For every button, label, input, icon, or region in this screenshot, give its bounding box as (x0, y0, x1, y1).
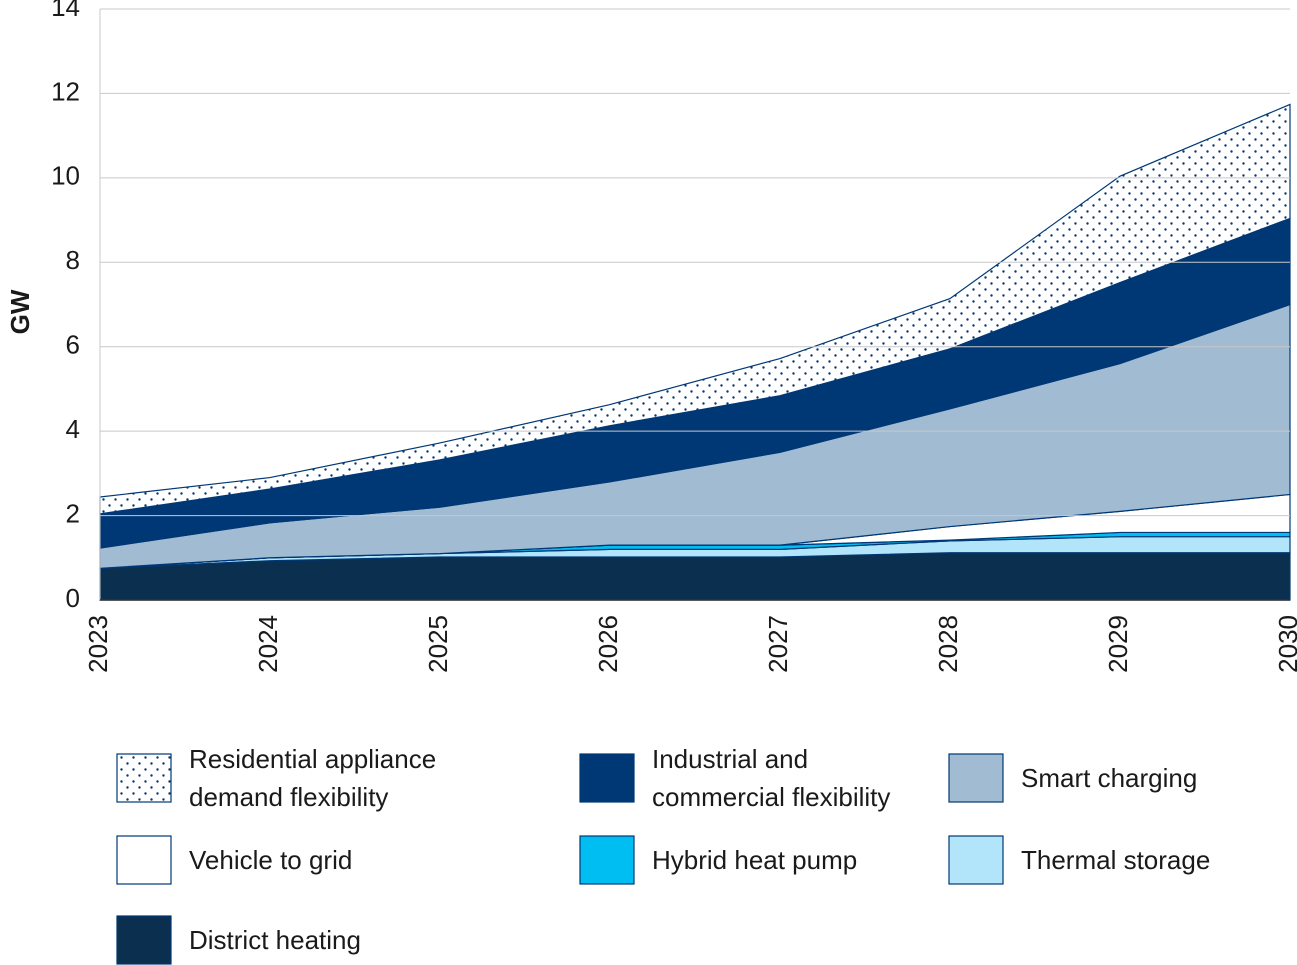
y-tick-label: 12 (51, 76, 80, 106)
legend-swatch (116, 753, 172, 803)
legend-label: Smart charging (1021, 763, 1198, 793)
x-tick-label: 2026 (593, 615, 623, 673)
y-axis-label: GW (5, 289, 35, 334)
legend-label: Residential appliance demand flexibility (189, 744, 437, 812)
y-tick-label: 10 (51, 161, 80, 191)
legend-swatch (116, 835, 172, 885)
x-tick-label: 2025 (423, 615, 453, 673)
x-tick-label: 2027 (763, 615, 793, 673)
legend-label: Hybrid heat pump (652, 845, 858, 875)
area (99, 103, 1291, 515)
x-tick-label: 2028 (933, 615, 963, 673)
legend-label: Industrial and commercial flexibility (652, 744, 891, 812)
legend-swatch (948, 753, 1004, 803)
y-tick-label: 4 (66, 414, 80, 444)
legend-swatch (579, 835, 635, 885)
legend-swatch (948, 835, 1004, 885)
x-tick-label: 2024 (253, 615, 283, 673)
legend-label: Thermal storage (1021, 845, 1211, 875)
y-tick-label: 0 (66, 583, 80, 613)
legend-swatch (579, 753, 635, 803)
y-tick-label: 14 (51, 0, 80, 22)
legend-swatch (116, 915, 172, 965)
x-tick-label: 2023 (83, 615, 113, 673)
legend-label: District heating (189, 925, 361, 955)
y-tick-label: 2 (66, 498, 80, 528)
y-tick-label: 8 (66, 245, 80, 275)
x-tick-label: 2030 (1273, 615, 1297, 673)
y-tick-label: 6 (66, 330, 80, 360)
x-tick-label: 2029 (1103, 615, 1133, 673)
areas (99, 103, 1291, 601)
legend-label: Vehicle to grid (189, 845, 353, 875)
